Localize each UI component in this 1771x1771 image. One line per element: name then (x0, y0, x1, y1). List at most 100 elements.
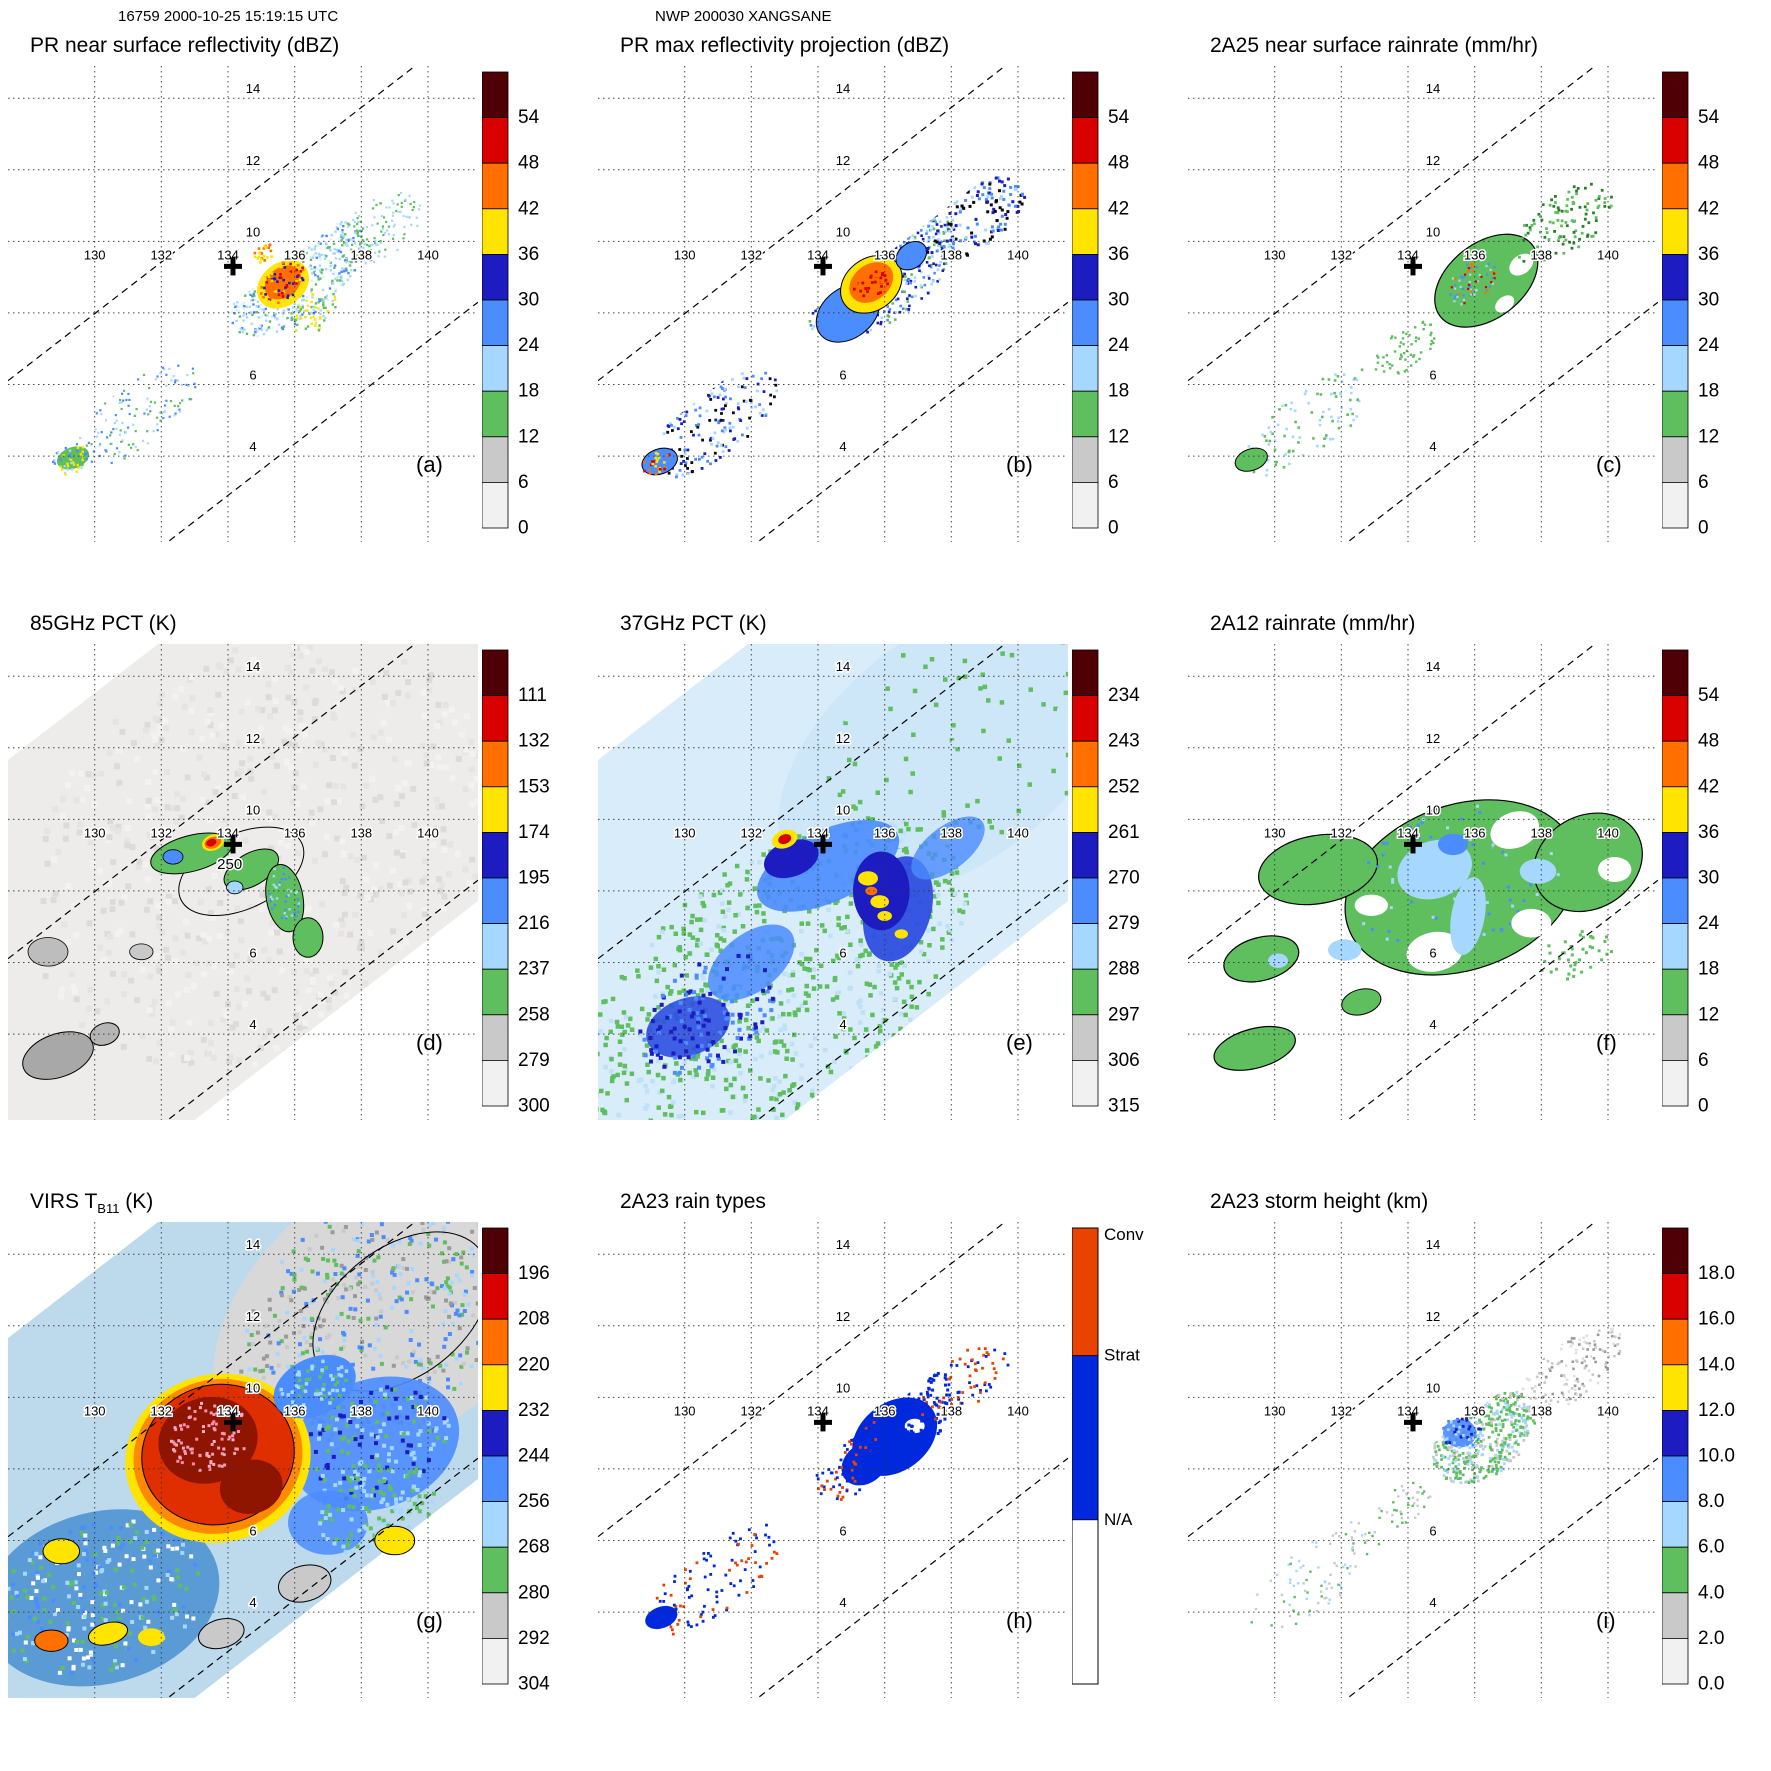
swath-boundary-line (756, 301, 1068, 542)
lon-tick-label: 138 (1530, 1403, 1552, 1418)
panel-c: 2A25 near surface rainrate (mm/hr) 130 132… (1180, 26, 1770, 604)
panel-letter-i: (i) (1596, 1608, 1616, 1633)
colorbar-tick-label: 234 (1108, 685, 1140, 706)
colorbar-tick-label: 12.0 (1698, 1400, 1735, 1421)
lat-tick-label: 14 (246, 1237, 260, 1252)
panel-letter-a: (a) (416, 452, 443, 477)
panel-title-segment: VIRS T (30, 1190, 98, 1213)
panel-letter-c: (c) (1596, 452, 1622, 477)
lon-tick-label: 132 (1330, 1403, 1352, 1418)
colorbar-tick-label: 48 (1698, 731, 1719, 752)
colorbar-tick-label: 279 (1108, 913, 1140, 934)
panel-letter-b: (b) (1006, 452, 1033, 477)
swath-boundary-line (166, 301, 478, 542)
storm-center-cross-marker (814, 1413, 832, 1432)
colorbar-tick-label: 0.0 (1698, 1674, 1724, 1695)
storm-center-cross-marker (224, 1413, 242, 1432)
lon-tick-label: 134 (807, 247, 829, 262)
colorbar-tick-label: 36 (1698, 244, 1719, 265)
colorbar-tick-label: 12 (1108, 426, 1129, 447)
lon-tick-label: 134 (1397, 247, 1419, 262)
panel-letter-d: (d) (416, 1030, 443, 1055)
swath-boundary-line (8, 66, 416, 382)
lat-tick-label: 12 (1426, 1309, 1440, 1324)
colorbar-tick-label: 8.0 (1698, 1491, 1724, 1512)
lon-tick-label: 140 (1007, 1403, 1029, 1418)
colorbar-tick-label: 18 (1698, 381, 1719, 402)
lon-tick-label: 130 (674, 247, 696, 262)
lon-tick-label: 140 (1597, 247, 1619, 262)
map-canvas-b: 130 132 134 136 138 140 14 12 10 6 4 (b) (598, 66, 1068, 542)
colorbar-tick-label: 304 (518, 1674, 550, 1695)
colorbar-tick-label: 30 (1108, 290, 1129, 311)
lon-tick-label: 130 (1264, 1403, 1286, 1418)
colorbar-tick-label: 10.0 (1698, 1446, 1735, 1467)
lat-tick-label: 14 (1426, 659, 1440, 674)
colorbar-tick-label: 6 (518, 472, 529, 493)
map-canvas-f: 130 132 134 136 138 140 14 12 10 6 4 (f) (1188, 644, 1658, 1120)
colorbar-tick-label: 288 (1108, 959, 1140, 980)
lat-tick-label: 14 (836, 659, 850, 674)
colorbar-tick-label: 216 (518, 913, 550, 934)
lon-tick-label: 138 (940, 1403, 962, 1418)
colorbar-tick-label: 297 (1108, 1004, 1140, 1025)
colorbar-tick-label: 6.0 (1698, 1537, 1724, 1558)
lon-tick-label: 140 (1007, 825, 1029, 840)
lon-tick-label: 134 (807, 825, 829, 840)
lat-tick-label: 6 (249, 946, 256, 961)
lat-tick-label: 14 (246, 659, 260, 674)
lat-tick-label: 12 (836, 1309, 850, 1324)
storm-center-cross-marker (814, 257, 832, 276)
lon-tick-label: 138 (350, 1403, 372, 1418)
panel-letter-h: (h) (1006, 1608, 1033, 1633)
colorbar-tick-label: 6 (1698, 472, 1709, 493)
colorbar-tick-label: 48 (1108, 153, 1129, 174)
colorbar-e: 234 243 252 261 270 279 288 297 306 315 (1072, 649, 1140, 1117)
colorbar-a: 54 48 42 36 30 24 18 12 6 0 (482, 71, 540, 539)
lon-tick-label: 134 (217, 825, 239, 840)
lat-tick-label: 6 (249, 368, 256, 383)
swath-boundary-line (166, 1457, 478, 1698)
lon-tick-label: 134 (1397, 1403, 1419, 1418)
panel-title-segment: 37GHz PCT (K) (620, 612, 767, 635)
colorbar-tick-label: 48 (518, 153, 539, 174)
lat-tick-label: 10 (1426, 1380, 1440, 1395)
lon-tick-label: 138 (350, 247, 372, 262)
colorbar-tick-label: 0 (1108, 518, 1119, 539)
lat-tick-label: 12 (246, 153, 260, 168)
colorbar-d: 111 132 153 174 195 216 237 258 279 300 (482, 649, 550, 1117)
colorbar-tick-label: 24 (1698, 913, 1720, 934)
lon-tick-label: 140 (1597, 825, 1619, 840)
panel-h: 2A23 rain types 130 132 134 136 138 140 14 12 10 6… (590, 1182, 1180, 1760)
lon-tick-label: 132 (150, 1403, 172, 1418)
colorbar-tick-label: 18.0 (1698, 1263, 1735, 1284)
colorbar-tick-label: 54 (1698, 107, 1720, 128)
swath-boundary-line (8, 1222, 416, 1538)
colorbar-category-label: N/A (1104, 1510, 1133, 1529)
lon-tick-label: 140 (1007, 247, 1029, 262)
colorbar-tick-label: 292 (518, 1628, 550, 1649)
storm-center-cross-marker (224, 257, 242, 276)
colorbar-tick-label: 153 (518, 776, 550, 797)
lon-tick-label: 132 (150, 247, 172, 262)
panel-title-g: VIRS TB11 (K) (30, 1190, 153, 1216)
lat-tick-label: 12 (1426, 153, 1440, 168)
swath-boundary-line (598, 644, 1006, 960)
colorbar-g: 196 208 220 232 244 256 268 280 292 304 (482, 1227, 550, 1695)
lat-tick-label: 14 (836, 81, 850, 96)
colorbar-tick-label: 0 (1698, 518, 1709, 539)
lat-tick-label: 12 (246, 731, 260, 746)
lon-tick-label: 134 (217, 247, 239, 262)
panel-title-f: 2A12 rainrate (mm/hr) (1210, 612, 1415, 636)
lon-tick-label: 136 (874, 1403, 896, 1418)
colorbar-h: Conv Strat N/A (1072, 1225, 1144, 1685)
lat-tick-label: 10 (1426, 224, 1440, 239)
colorbar-tick-label: 279 (518, 1050, 550, 1071)
panel-title-segment: B11 (97, 1201, 120, 1217)
panel-title-a: PR near surface reflectivity (dBZ) (30, 34, 339, 58)
lat-tick-label: 14 (1426, 1237, 1440, 1252)
lon-tick-label: 136 (284, 1403, 306, 1418)
panel-title-d: 85GHz PCT (K) (30, 612, 177, 636)
colorbar-tick-label: 12 (1698, 1004, 1719, 1025)
lon-tick-label: 130 (1264, 247, 1286, 262)
